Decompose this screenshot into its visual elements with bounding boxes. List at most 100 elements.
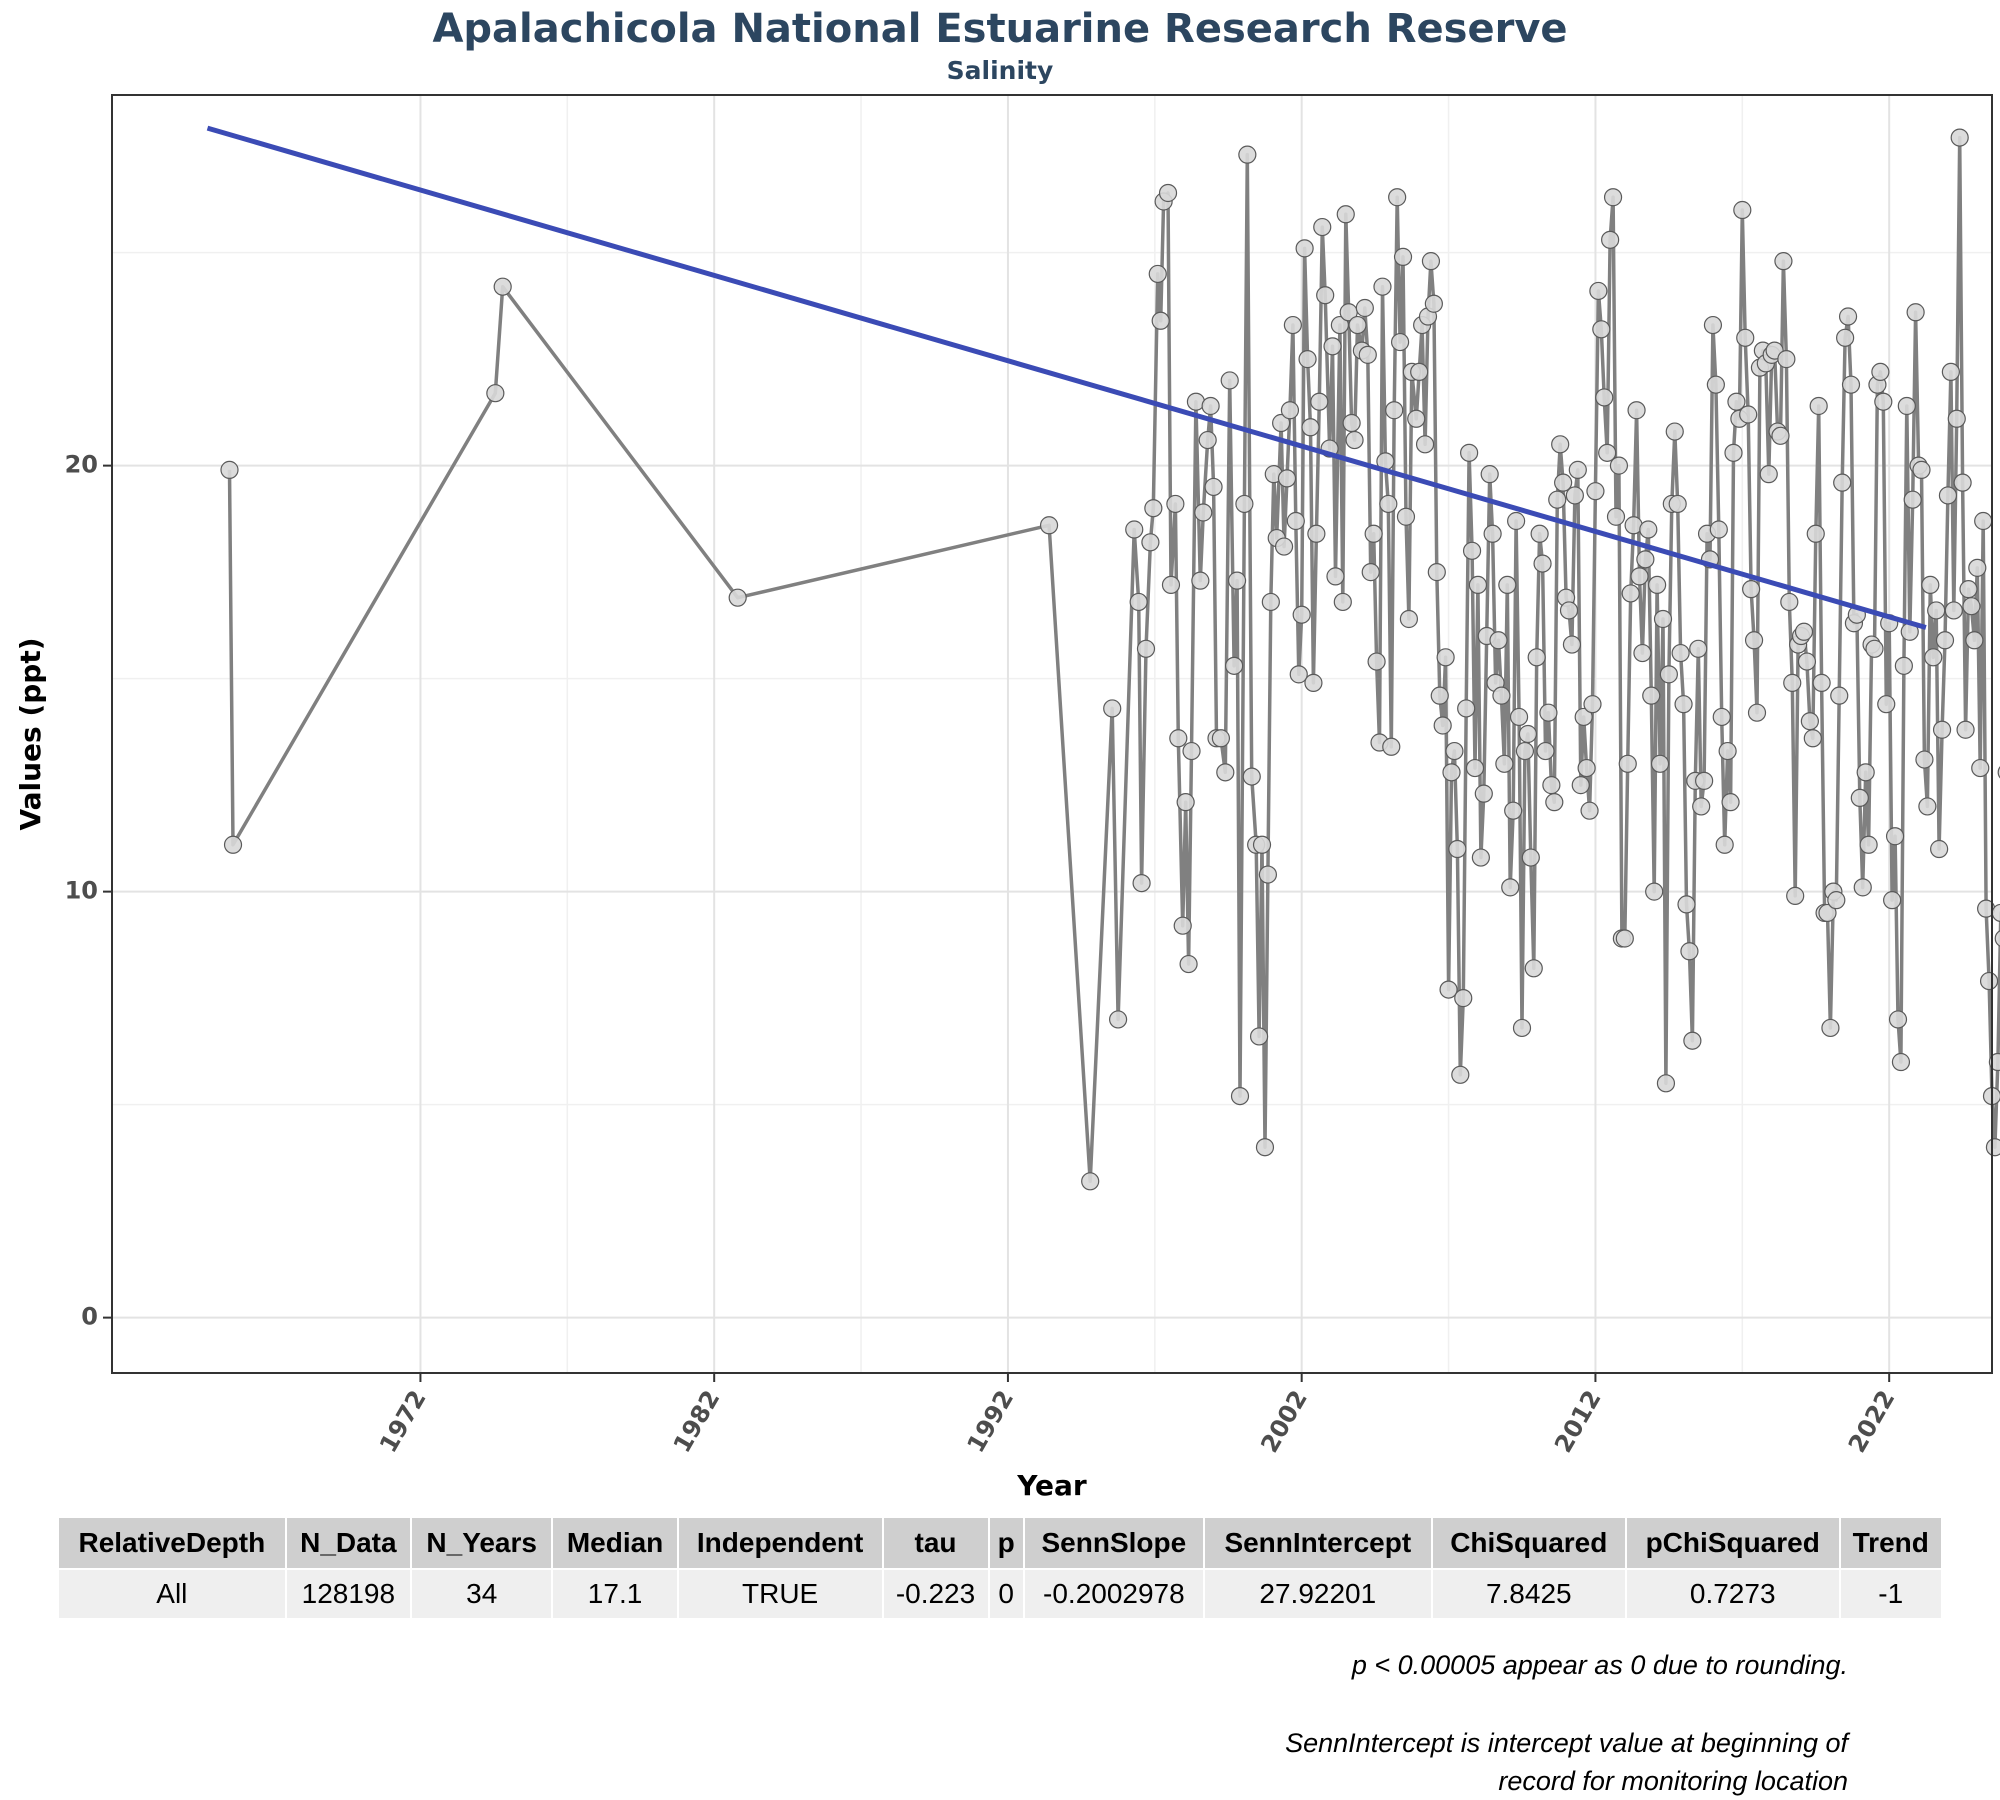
- data-point: [1833, 473, 1852, 492]
- data-point: [1927, 601, 1946, 620]
- data-point: [1800, 712, 1819, 731]
- data-point: [1636, 550, 1655, 569]
- table-header-cell: SennSlope: [1023, 1518, 1205, 1570]
- data-point: [1689, 639, 1708, 658]
- data-point: [1724, 443, 1743, 462]
- table-cell: 128198: [285, 1569, 413, 1618]
- data-point: [1695, 771, 1714, 790]
- data-point: [223, 835, 243, 854]
- data-point: [1683, 1031, 1702, 1050]
- data-point: [1358, 345, 1377, 364]
- data-point: [1979, 971, 1999, 991]
- data-point: [1542, 776, 1561, 795]
- trend-line: [206, 125, 1927, 630]
- data-point: [1313, 217, 1332, 237]
- data-point: [1342, 413, 1361, 433]
- data-point: [1465, 758, 1485, 778]
- data-point: [1736, 328, 1755, 347]
- data-point: [1249, 1027, 1269, 1046]
- trend-line-layer: [206, 125, 1927, 630]
- table-header-cell: tau: [882, 1518, 990, 1570]
- salinity-chart: 1972 1982 1992 2002 2012 2022 0 10 20 Year Value…: [14, 94, 2000, 1500]
- table-cell: -1: [1839, 1569, 1943, 1618]
- table-header-cell: Independent: [677, 1518, 884, 1570]
- x-tick-label: 2002: [1255, 1386, 1313, 1458]
- table-cell: All: [59, 1569, 287, 1618]
- data-point: [1323, 337, 1342, 356]
- data-point: [1310, 392, 1329, 411]
- data-point: [1606, 507, 1626, 526]
- data-point: [1355, 298, 1374, 318]
- table-header-cell: pChiSquared: [1625, 1518, 1841, 1570]
- data-point: [1336, 205, 1355, 224]
- x-axis-label: Year: [1016, 1469, 1087, 1500]
- data-point: [1915, 750, 1934, 769]
- table-header-cell: Median: [552, 1518, 679, 1570]
- data-point: [1216, 763, 1235, 782]
- data-point: [1330, 315, 1349, 335]
- data-point: [1965, 631, 1984, 650]
- data-point: [1462, 541, 1482, 560]
- chart-subtitle: Salinity: [946, 56, 1054, 85]
- data-point: [1445, 741, 1464, 761]
- data-point: [1304, 673, 1323, 692]
- data-point: [1950, 128, 1969, 147]
- data-point: [1974, 511, 1993, 531]
- data-point: [1498, 575, 1517, 595]
- data-point: [1885, 827, 1905, 846]
- data-point: [1191, 571, 1210, 590]
- data-point: [1633, 643, 1652, 663]
- data-point: [1930, 839, 1949, 859]
- data-point: [1962, 597, 1981, 616]
- data-point: [1539, 703, 1558, 722]
- data-point: [1571, 776, 1590, 795]
- data-point: [1507, 511, 1526, 531]
- data-point: [1559, 601, 1579, 620]
- table-cell: 0.7273: [1625, 1569, 1841, 1618]
- data-point: [1671, 643, 1690, 663]
- data-point: [1574, 707, 1593, 727]
- data-point: [1856, 763, 1875, 782]
- data-point: [1289, 665, 1308, 684]
- data-point: [1589, 281, 1608, 301]
- y-tick-label: 20: [65, 451, 98, 479]
- data-point: [1495, 754, 1514, 773]
- data-point: [1603, 188, 1623, 207]
- x-tick-label: 1992: [962, 1386, 1020, 1458]
- table-cell: TRUE: [677, 1569, 884, 1618]
- data-point: [1580, 801, 1599, 820]
- data-point: [1598, 443, 1617, 462]
- y-tick-label: 0: [81, 1303, 98, 1331]
- data-point: [1883, 891, 1902, 910]
- data-point: [1891, 1052, 1911, 1072]
- data-point: [1132, 873, 1151, 893]
- data-point: [1373, 277, 1392, 296]
- data-point: [1956, 720, 1975, 739]
- data-point: [1733, 200, 1752, 220]
- data-point: [1198, 430, 1217, 450]
- table-row: All 128198 34 17.1 TRUE -0.223 0 -0.2002978 27.9…: [59, 1569, 1943, 1618]
- data-point: [1261, 592, 1280, 612]
- data-point: [1483, 524, 1502, 543]
- data-point: [1780, 592, 1799, 612]
- data-point: [1399, 609, 1419, 629]
- data-point: [1424, 294, 1443, 313]
- data-point: [1530, 524, 1549, 543]
- observed-series-layer: [220, 128, 2000, 1191]
- data-point: [493, 277, 512, 296]
- data-point: [1836, 328, 1855, 347]
- data-point: [1906, 303, 1925, 322]
- data-point: [1521, 848, 1540, 867]
- data-point: [1747, 703, 1767, 722]
- data-point: [1803, 729, 1822, 748]
- data-point: [1390, 332, 1410, 352]
- data-point: [1141, 533, 1160, 552]
- data-point: [1794, 622, 1814, 641]
- data-point: [1274, 537, 1294, 556]
- data-point: [1653, 609, 1673, 629]
- data-point: [1220, 371, 1239, 390]
- data-point: [1812, 673, 1831, 692]
- x-tick-label: 1972: [374, 1386, 432, 1458]
- x-tick-label: 1982: [668, 1386, 726, 1458]
- data-point: [1194, 503, 1213, 522]
